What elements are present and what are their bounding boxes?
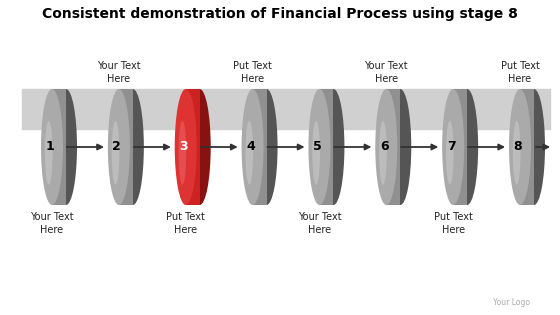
Ellipse shape [241, 89, 264, 205]
Text: Your Text
Here: Your Text Here [30, 212, 74, 235]
Ellipse shape [255, 89, 278, 205]
Ellipse shape [509, 89, 531, 205]
Polygon shape [386, 89, 400, 205]
Text: 8: 8 [514, 140, 522, 153]
Text: Put Text
Here: Put Text Here [433, 212, 473, 235]
Text: 6: 6 [380, 140, 389, 153]
Ellipse shape [189, 89, 211, 205]
Ellipse shape [55, 89, 77, 205]
Ellipse shape [41, 89, 63, 205]
Text: 5: 5 [313, 140, 322, 153]
Text: Your Logo: Your Logo [493, 298, 530, 307]
Text: 1: 1 [45, 140, 54, 153]
Ellipse shape [309, 89, 330, 205]
Ellipse shape [245, 121, 253, 185]
Text: Your Text
Here: Your Text Here [297, 212, 341, 235]
Ellipse shape [379, 121, 387, 185]
Ellipse shape [375, 89, 397, 205]
Text: Put Text
Here: Put Text Here [233, 61, 272, 84]
Ellipse shape [389, 89, 411, 205]
Ellipse shape [179, 121, 186, 185]
Ellipse shape [523, 89, 545, 205]
Polygon shape [520, 89, 534, 205]
Ellipse shape [323, 89, 344, 205]
Ellipse shape [446, 121, 454, 185]
Polygon shape [319, 89, 333, 205]
Ellipse shape [175, 89, 197, 205]
Text: Your Text
Here: Your Text Here [365, 61, 408, 84]
Ellipse shape [513, 121, 521, 185]
Text: Put Text
Here: Put Text Here [501, 61, 539, 84]
Text: 2: 2 [113, 140, 121, 153]
Text: Put Text
Here: Put Text Here [166, 212, 205, 235]
Text: 3: 3 [179, 140, 188, 153]
Ellipse shape [122, 89, 144, 205]
Polygon shape [52, 89, 66, 205]
Polygon shape [253, 89, 267, 205]
Text: 7: 7 [447, 140, 455, 153]
Ellipse shape [108, 89, 130, 205]
Text: Consistent demonstration of Financial Process using stage 8: Consistent demonstration of Financial Pr… [42, 7, 518, 21]
Ellipse shape [456, 89, 478, 205]
Polygon shape [453, 89, 467, 205]
Polygon shape [119, 89, 133, 205]
Ellipse shape [45, 121, 53, 185]
Text: 4: 4 [246, 140, 255, 153]
Ellipse shape [312, 121, 320, 185]
Text: Your Text
Here: Your Text Here [97, 61, 141, 84]
Polygon shape [186, 89, 200, 205]
Ellipse shape [442, 89, 464, 205]
Ellipse shape [111, 121, 119, 185]
